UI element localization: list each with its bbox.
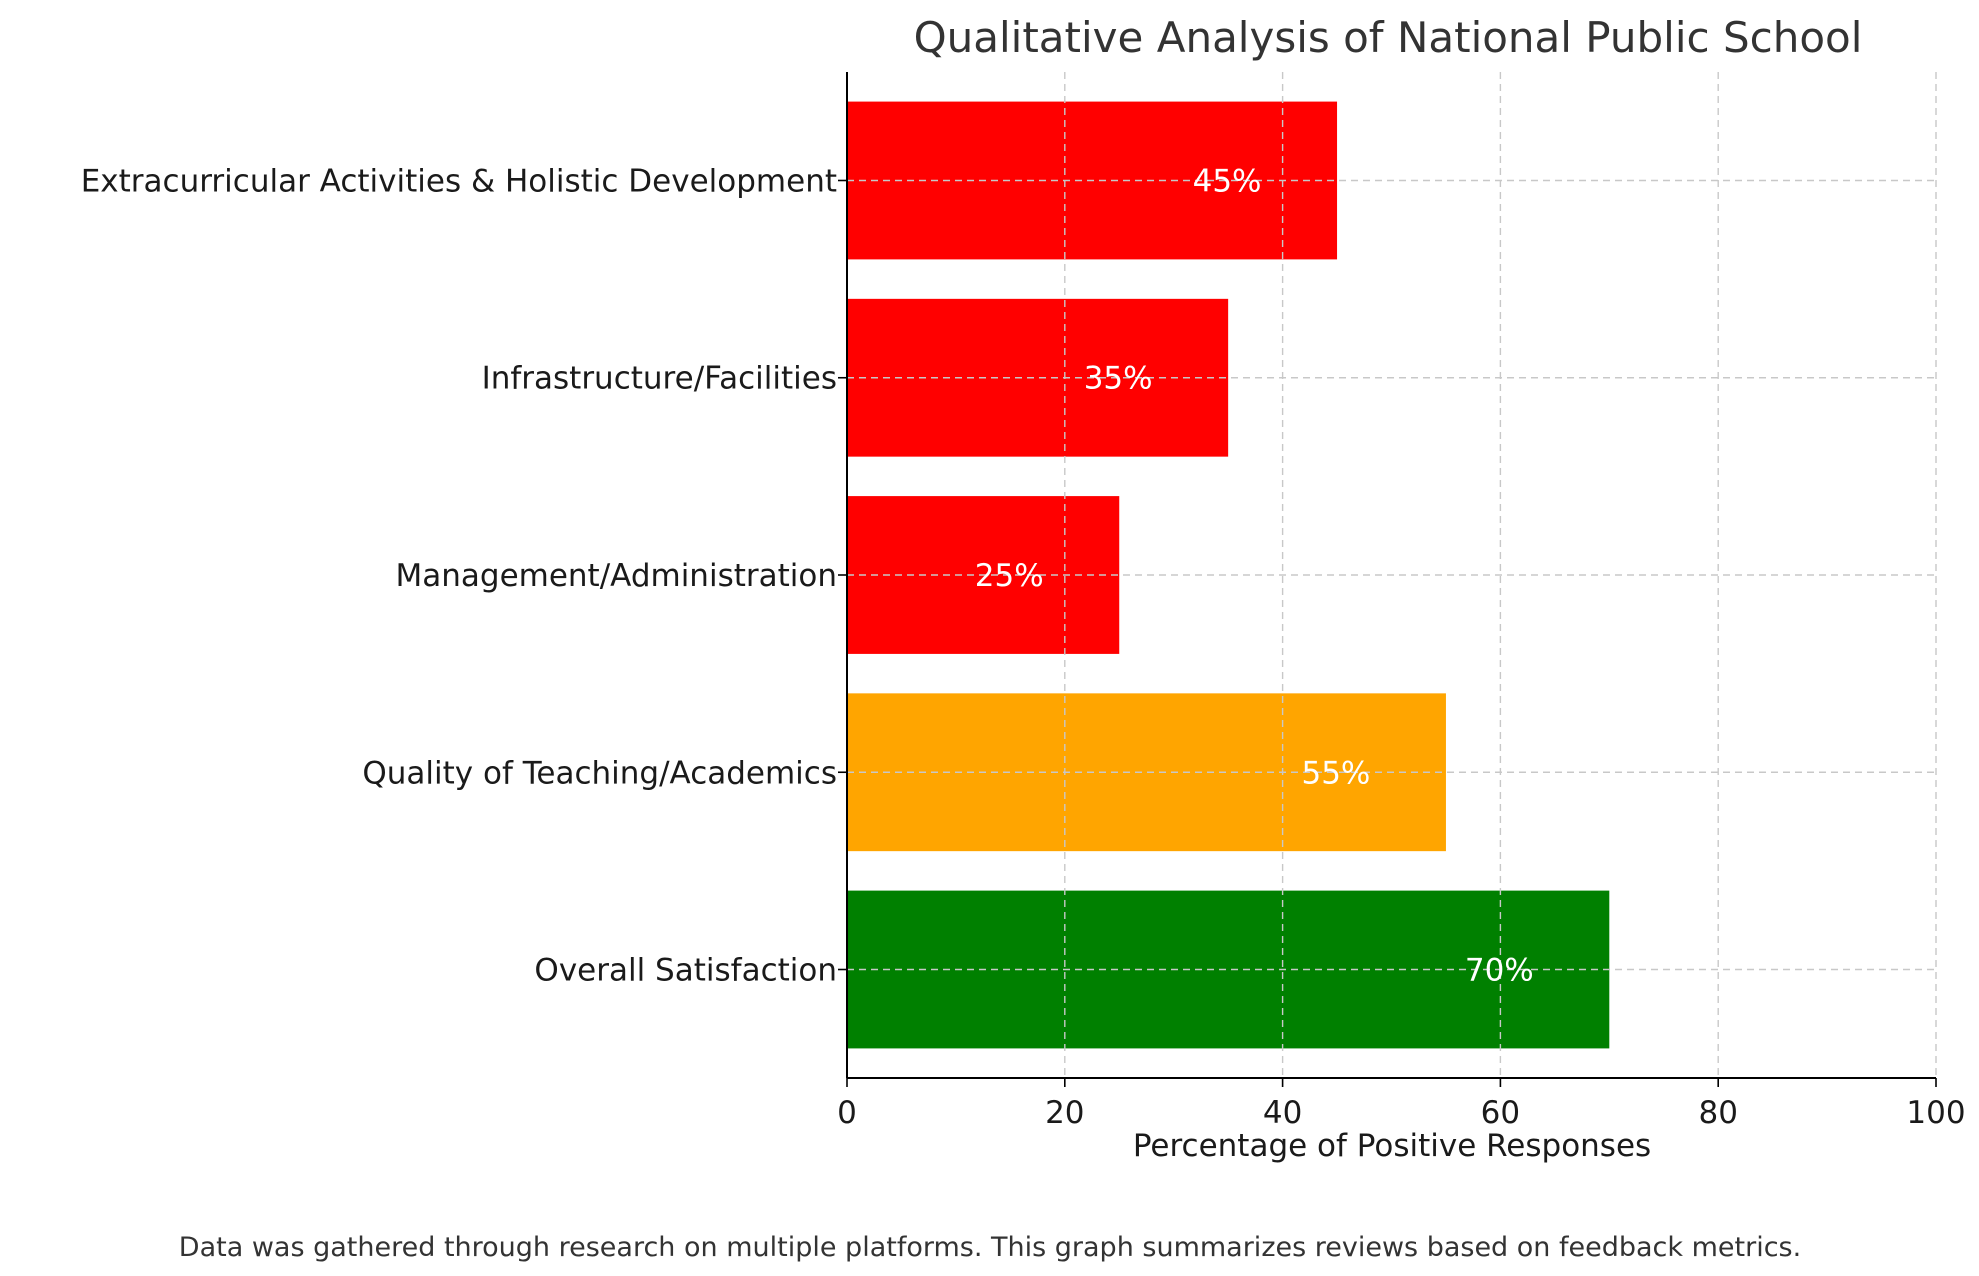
axis-layer: 70% 55% 25% 35% 45% 0 20 40 60 80 100 Overall Satis… bbox=[81, 72, 1966, 1131]
y-category-label: Infrastructure/Facilities bbox=[482, 361, 837, 397]
bar-value-label: 70% bbox=[1465, 953, 1534, 989]
grid-layer bbox=[846, 72, 1937, 1078]
chart-title: Qualitative Analysis of National Public … bbox=[914, 13, 1863, 62]
bar-value-label: 45% bbox=[1193, 163, 1262, 199]
bar-value-label: 55% bbox=[1301, 755, 1370, 791]
bar bbox=[847, 890, 1610, 1049]
footnote: Data was gathered through research on mu… bbox=[179, 1232, 1801, 1263]
x-tick-label: 40 bbox=[1263, 1095, 1302, 1131]
x-tick-label: 20 bbox=[1045, 1095, 1084, 1131]
x-tick-label: 100 bbox=[1906, 1095, 1965, 1131]
x-tick-label: 60 bbox=[1481, 1095, 1520, 1131]
y-category-label: Quality of Teaching/Academics bbox=[362, 755, 837, 791]
bar-value-label: 25% bbox=[975, 558, 1044, 594]
x-tick-label: 80 bbox=[1698, 1095, 1737, 1131]
bar-value-label: 35% bbox=[1084, 361, 1153, 397]
x-tick-label: 0 bbox=[837, 1095, 857, 1131]
y-category-label: Overall Satisfaction bbox=[534, 953, 837, 989]
x-axis-label: Percentage of Positive Responses bbox=[1133, 1128, 1651, 1164]
bar bbox=[847, 298, 1229, 457]
y-category-label: Extracurricular Activities & Holistic De… bbox=[81, 163, 837, 199]
y-category-label: Management/Administration bbox=[396, 558, 838, 594]
